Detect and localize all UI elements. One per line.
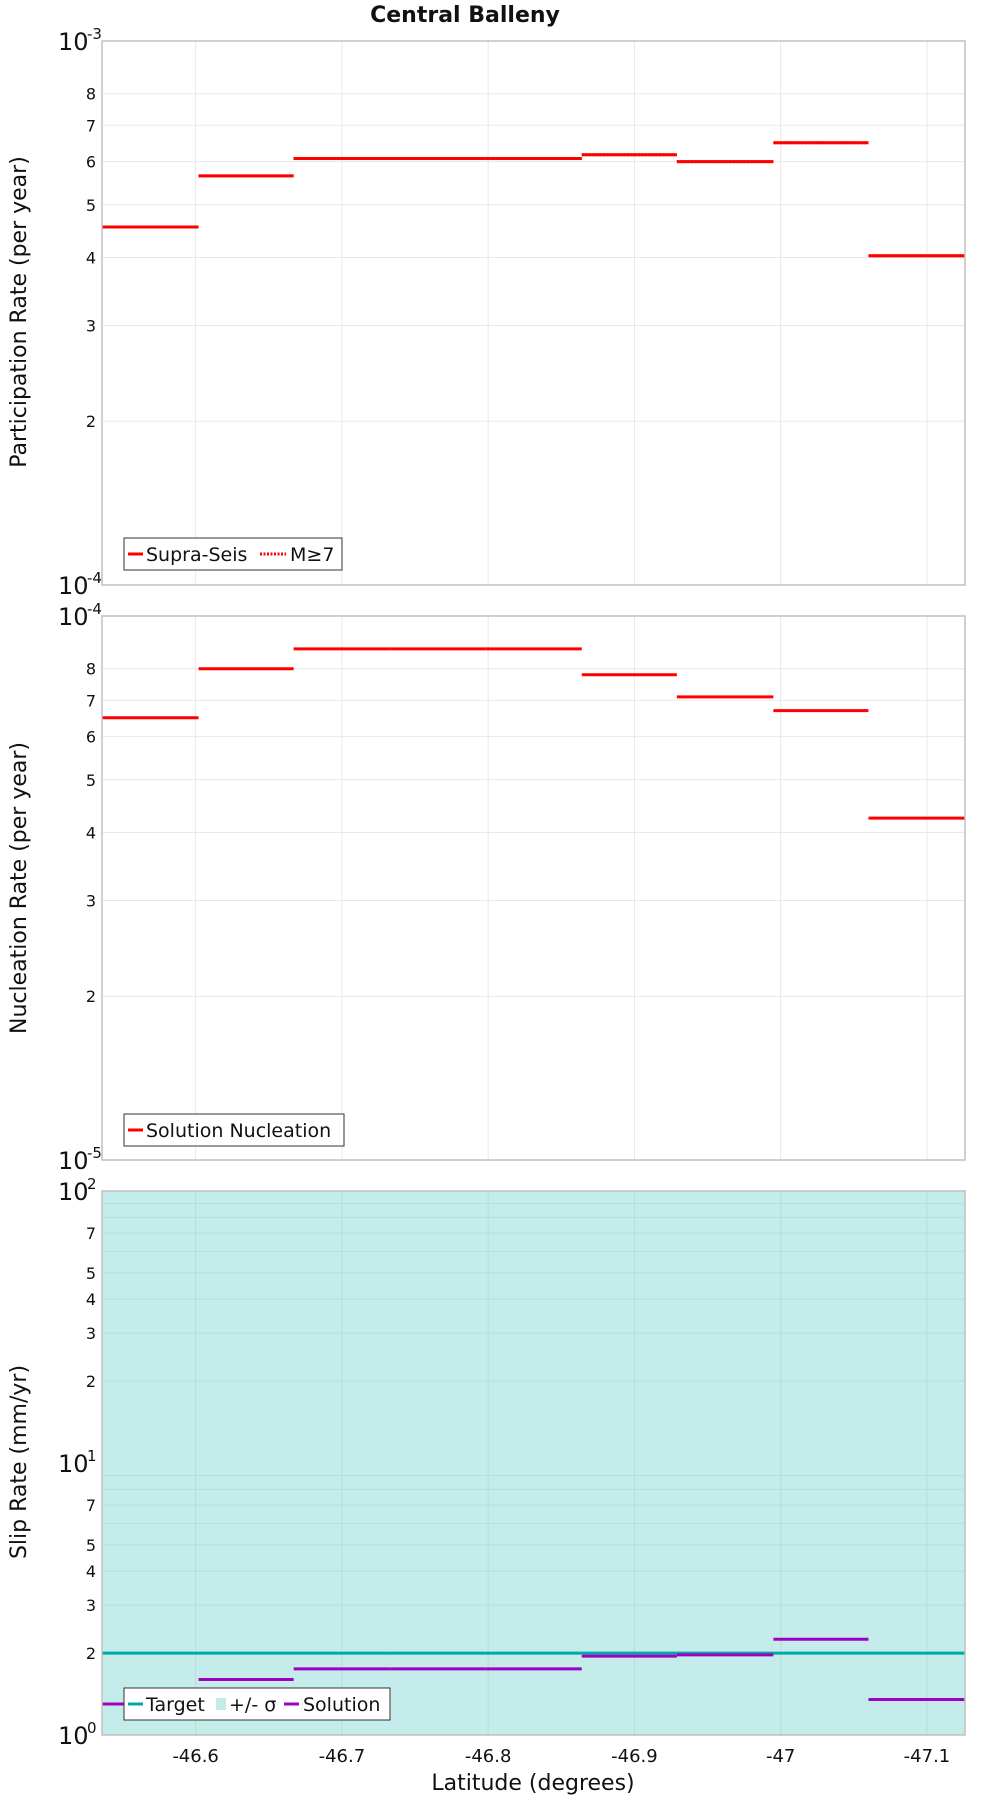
nucleation-y-tick-label: 4	[86, 823, 96, 842]
participation-frame	[101, 40, 966, 586]
slip-y-tick-label: 2	[86, 1644, 96, 1663]
chart-title: Central Balleny	[370, 3, 560, 28]
slip-y-tick-label: 5	[86, 1536, 96, 1555]
slip-y-major-tick-exponent: 0	[87, 1719, 97, 1737]
slip-legend-box	[123, 1687, 391, 1721]
legend-target-label: Target	[145, 1694, 205, 1716]
nucleation-y-tick-label: 8	[86, 660, 96, 679]
participation-y-major-tick-exponent: -4	[87, 569, 102, 587]
legend-solution-label: Solution	[303, 1694, 380, 1716]
participation-y-major-tick-label: 10	[58, 572, 89, 600]
nucleation-y-tick-label: 2	[86, 987, 96, 1006]
nucleation-y-major-tick-label: 10	[58, 1147, 89, 1175]
slip-y-tick-label: 3	[86, 1324, 96, 1343]
slip-y-tick-label: 5	[86, 1264, 96, 1283]
x-tick-label: -46.8	[465, 1746, 512, 1767]
slip-y-tick-label: 7	[86, 1496, 96, 1515]
nucleation-y-tick-label: 6	[86, 728, 96, 747]
x-tick-label: -47	[766, 1746, 795, 1767]
x-tick-label: -46.6	[172, 1746, 219, 1767]
participation-y-tick-label: 2	[86, 412, 96, 431]
nucleation-y-major-tick-label: 10	[58, 603, 89, 631]
participation-y-tick-label: 6	[86, 153, 96, 172]
participation-y-major-tick-label: 10	[58, 28, 89, 56]
participation-y-tick-label: 3	[86, 316, 96, 335]
x-axis: -46.6 -46.7 -46.8 -46.9 -47 -47.1	[172, 1746, 950, 1767]
nucleation-legend: Solution Nucleation	[123, 1113, 345, 1147]
slip-y-major-tick-label: 10	[58, 1722, 89, 1750]
participation-y-tick-label: 7	[86, 116, 96, 135]
nucleation-background	[102, 616, 965, 1160]
slip-y-major-tick-exponent: 2	[87, 1175, 97, 1193]
slip-y-axis-label: Slip Rate (mm/yr)	[7, 1365, 32, 1559]
slip-y-major-tick-exponent: 1	[87, 1447, 97, 1465]
nucleation-y-major-tick-exponent: -4	[87, 600, 102, 618]
participation-y-tick-label: 5	[86, 196, 96, 215]
slip-y-tick-label: 7	[86, 1224, 96, 1243]
nucleation-legend-box	[123, 1113, 345, 1147]
participation-y-tick-label: 4	[86, 248, 96, 267]
participation-background	[102, 41, 965, 585]
legend-sigma-swatch	[216, 1698, 226, 1710]
participation-legend-box	[123, 537, 343, 571]
participation-y-major-tick-exponent: -3	[87, 25, 102, 43]
nucleation-y-tick-label: 3	[86, 891, 96, 910]
x-tick-label: -46.9	[611, 1746, 658, 1767]
nucleation-y-major-tick-exponent: -5	[87, 1144, 102, 1162]
participation-y-tick-label: 8	[86, 85, 96, 104]
slip-y-major-tick-label: 10	[58, 1450, 89, 1478]
slip-y-tick-label: 2	[86, 1372, 96, 1391]
x-tick-label: -46.7	[319, 1746, 366, 1767]
legend-sigma-label: +/- σ	[229, 1694, 276, 1716]
slip-y-tick-label: 3	[86, 1596, 96, 1615]
nucleation-y-axis-label: Nucleation Rate (per year)	[7, 742, 32, 1034]
nucleation-y-tick-label: 7	[86, 691, 96, 710]
slip-sigma-band	[102, 1191, 965, 1735]
slip-y-tick-label: 4	[86, 1290, 96, 1309]
slip-legend: Target +/- σ Solution	[123, 1687, 391, 1721]
slip-y-major-tick-label: 10	[58, 1178, 89, 1206]
legend-m7-label: M≥7	[290, 544, 334, 566]
nucleation-y-tick-label: 5	[86, 771, 96, 790]
x-axis-label: Latitude (degrees)	[431, 1771, 634, 1796]
legend-supra-seis-label: Supra-Seis	[146, 544, 247, 566]
participation-legend: Supra-Seis M≥7	[123, 537, 343, 571]
participation-y-axis-label: Participation Rate (per year)	[7, 156, 32, 468]
nucleation-frame	[101, 615, 966, 1161]
slip-frame	[101, 1190, 966, 1736]
slip-y-tick-label: 4	[86, 1562, 96, 1581]
legend-solution-nucleation-label: Solution Nucleation	[146, 1120, 331, 1142]
x-tick-label: -47.1	[904, 1746, 951, 1767]
